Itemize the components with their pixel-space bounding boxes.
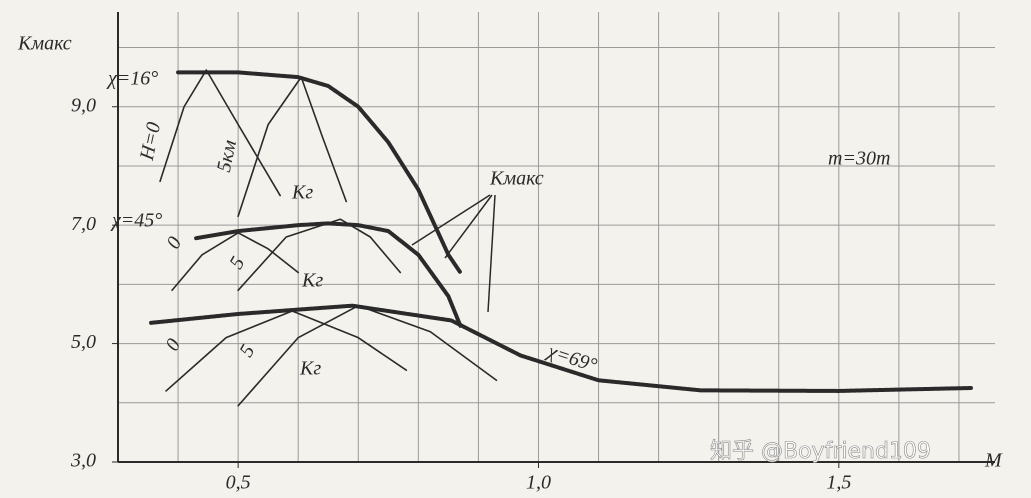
x-tick-label: 1,5 (826, 472, 851, 494)
x-tick-label: 0,5 (226, 472, 251, 494)
curve (159, 69, 281, 197)
arrow (444, 194, 493, 259)
watermark: 知乎 @Boyfriend109 (710, 439, 931, 464)
annotation: Kмакс (489, 168, 544, 190)
pointer-arrows (411, 194, 496, 313)
annotation: Kг (291, 182, 313, 204)
curve (165, 310, 408, 392)
y-tick-label: 5,0 (71, 331, 96, 353)
y-tick-label: 9,0 (71, 94, 96, 116)
curve (176, 70, 463, 275)
curve (237, 304, 498, 407)
arrow (487, 194, 496, 313)
curve (237, 76, 348, 218)
series-label: χ=16° (106, 68, 158, 90)
curve (149, 303, 973, 393)
y-tick-label: 3,0 (70, 450, 96, 472)
annotation: m=30т (828, 148, 890, 170)
y-axis-title: Kмакс (17, 33, 72, 55)
x-axis-title: M (984, 450, 1003, 472)
annotation: Kг (299, 358, 321, 380)
curve (237, 218, 402, 292)
annotation: Kг (301, 270, 323, 292)
y-tick-label: 7,0 (71, 213, 96, 235)
x-tick-label: 1,0 (526, 472, 551, 494)
arrow (411, 194, 491, 246)
curve (171, 232, 300, 292)
series-label: χ=45° (110, 210, 162, 232)
grid (118, 12, 995, 462)
curve (194, 221, 463, 328)
